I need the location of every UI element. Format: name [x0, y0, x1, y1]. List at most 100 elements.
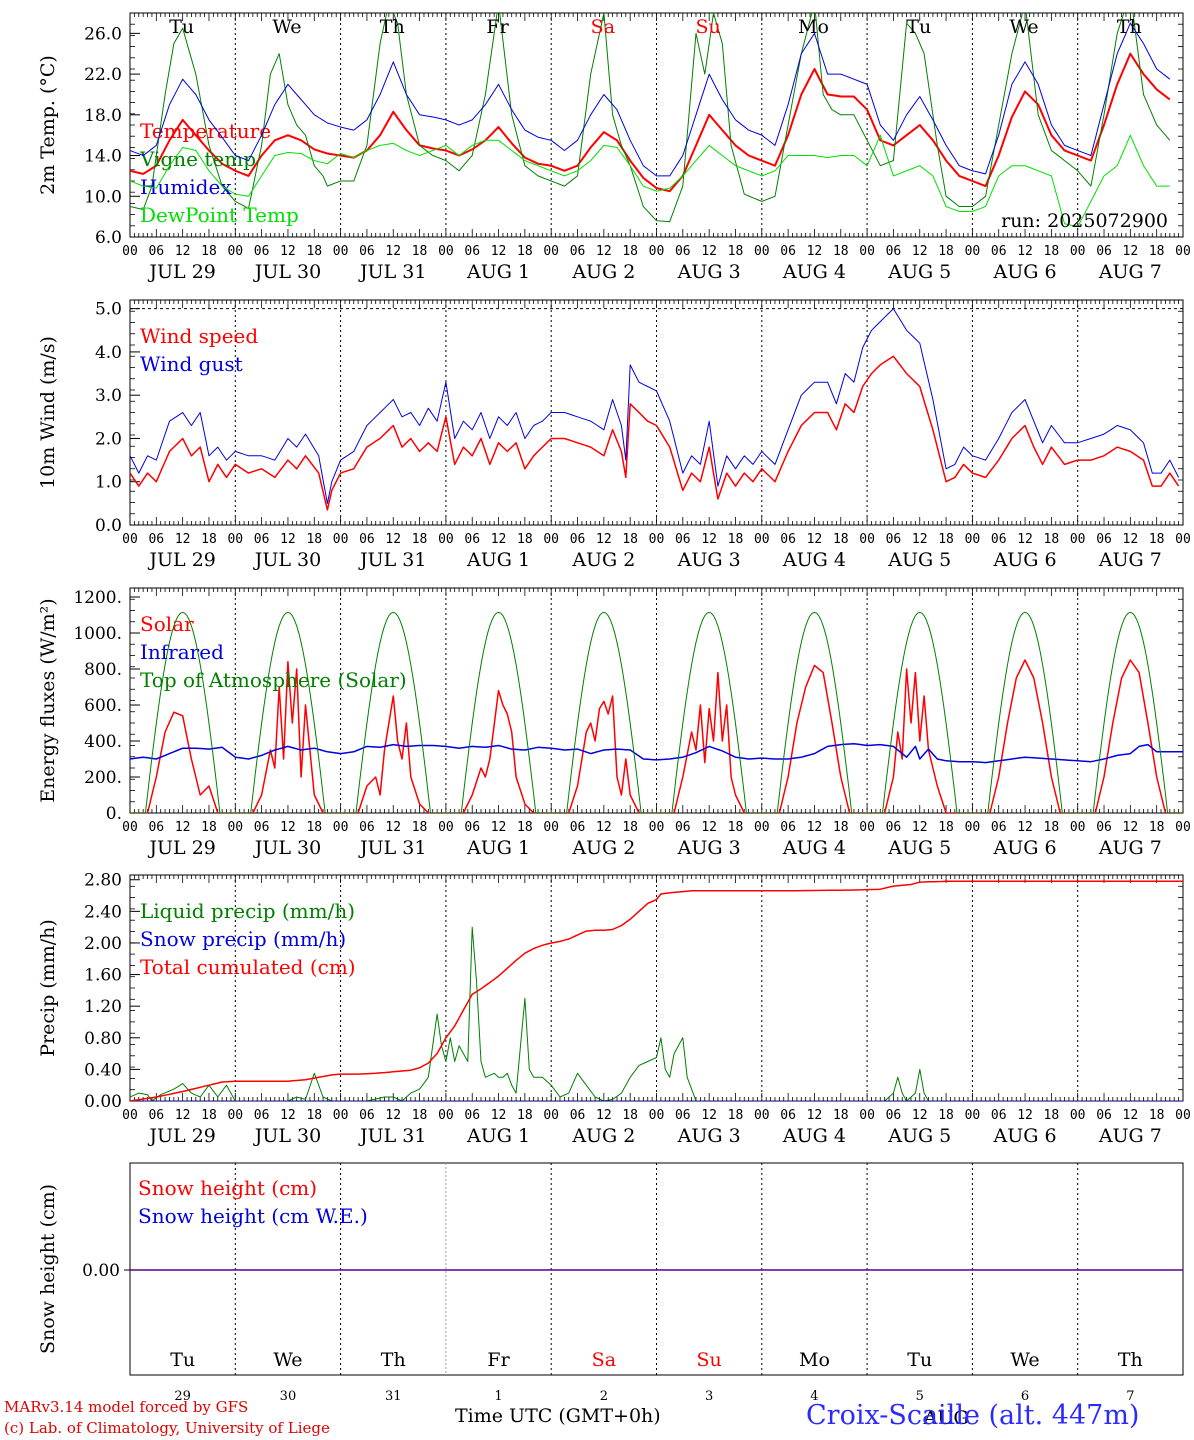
hour-tick-label: 12: [280, 1108, 296, 1123]
hour-tick-label: 00: [227, 244, 243, 259]
hour-tick-label: 12: [385, 1108, 401, 1123]
y-tick-label: 4.0: [95, 343, 122, 363]
series-liquid-precip-mm-h: [130, 926, 1183, 1101]
date-label: JUL 29: [147, 261, 215, 283]
y-tick-label: 2.00: [84, 934, 122, 954]
panel-3: 0. 200. 400. 600. 800. 1000. 1200. 00 06 12 18 JUL …: [37, 587, 1191, 859]
date-label: JUL 31: [358, 549, 426, 571]
weekday-label: Tu: [907, 1349, 932, 1371]
y-tick-label: 26.0: [84, 24, 122, 44]
series-solar: [130, 659, 1183, 813]
hour-tick-label: 12: [596, 244, 612, 259]
legend-entry: Total cumulated (cm): [140, 955, 356, 979]
y-tick-label: 800.: [84, 660, 122, 680]
hour-tick-label: 00: [122, 244, 138, 259]
day-number-label: 7: [1126, 1389, 1134, 1404]
date-label: AUG 2: [571, 261, 635, 283]
hour-tick-label: 06: [464, 244, 480, 259]
hour-tick-label: 06: [675, 1108, 691, 1123]
hour-tick-label: 00: [859, 244, 875, 259]
hour-tick-label: 06: [675, 820, 691, 835]
hour-tick-label: 18: [201, 532, 217, 547]
hour-tick-label: 00: [438, 1108, 454, 1123]
hour-tick-label: 18: [833, 820, 849, 835]
hour-tick-label: 12: [912, 1108, 928, 1123]
hour-tick-label: 06: [991, 1108, 1007, 1123]
hour-tick-label: 06: [570, 532, 586, 547]
hour-tick-label: 12: [280, 820, 296, 835]
hour-tick-label: 06: [780, 1108, 796, 1123]
hour-tick-label: 12: [491, 244, 507, 259]
hour-tick-label: 12: [807, 820, 823, 835]
weekday-label: Th: [1117, 16, 1142, 38]
legend-entry: Top of Atmosphere (Solar): [140, 668, 407, 692]
y-tick-label: 1000.: [73, 624, 122, 644]
date-label: AUG 5: [887, 549, 951, 571]
hour-tick-label: 12: [1017, 1108, 1033, 1123]
hour-tick-label: 00: [227, 532, 243, 547]
y-tick-label: 2.0: [95, 429, 122, 449]
date-label: AUG 5: [887, 837, 951, 859]
y-tick-label: 0.40: [84, 1060, 122, 1080]
legend-entry: Snow height (cm): [138, 1176, 317, 1200]
hour-tick-label: 18: [1149, 244, 1165, 259]
date-label: AUG 4: [782, 261, 846, 283]
y-tick-label: 2.40: [84, 902, 122, 922]
hour-tick-label: 06: [464, 820, 480, 835]
weekday-label: Mo: [799, 1349, 830, 1371]
day-number-label: 4: [810, 1389, 818, 1404]
date-label: JUL 31: [358, 1125, 426, 1147]
y-tick-label: 0.0: [95, 516, 122, 536]
date-label: AUG 3: [677, 1125, 741, 1147]
hour-tick-label: 18: [938, 820, 954, 835]
month-label: AUG: [923, 1407, 969, 1429]
day-number-label: 3: [705, 1389, 713, 1404]
date-label: JUL 30: [253, 1125, 321, 1147]
hour-tick-label: 00: [438, 820, 454, 835]
series-top-of-atmosphere-solar: [130, 611, 1183, 813]
hour-tick-label: 18: [412, 1108, 428, 1123]
hour-tick-label: 00: [333, 1108, 349, 1123]
legend-entry: Liquid precip (mm/h): [140, 899, 355, 923]
date-label: AUG 3: [677, 837, 741, 859]
hour-tick-label: 18: [517, 820, 533, 835]
y-tick-label: 0.00: [84, 1092, 122, 1112]
hour-tick-label: 18: [1149, 532, 1165, 547]
legend-entry: Snow height (cm W.E.): [138, 1204, 368, 1228]
hour-tick-label: 18: [728, 244, 744, 259]
hour-tick-label: 00: [122, 820, 138, 835]
hour-tick-label: 00: [333, 244, 349, 259]
date-label: JUL 29: [147, 549, 215, 571]
date-label: AUG 6: [993, 549, 1057, 571]
hour-tick-label: 06: [254, 820, 270, 835]
hour-tick-label: 00: [1175, 820, 1191, 835]
y-tick-label: 3.0: [95, 386, 122, 406]
hour-tick-label: 06: [570, 1108, 586, 1123]
y-axis-label: Energy fluxes (W/m²): [37, 598, 59, 802]
date-label: AUG 2: [571, 1125, 635, 1147]
hour-tick-label: 12: [1017, 244, 1033, 259]
hour-tick-label: 12: [175, 244, 191, 259]
panel-1: 6.0 10.0 14.0 18.0 22.0 26.0 00 06 12 18 JUL 29 00 0…: [37, 12, 1191, 283]
hour-tick-label: 06: [359, 532, 375, 547]
date-label: AUG 3: [677, 549, 741, 571]
weekday-label: Tu: [906, 16, 931, 38]
date-label: AUG 6: [993, 1125, 1057, 1147]
y-tick-label: 1.0: [95, 473, 122, 493]
hour-tick-label: 06: [148, 1108, 164, 1123]
hour-tick-label: 12: [491, 532, 507, 547]
legend-entry: Snow precip (mm/h): [140, 927, 346, 951]
panel-2: 0.0 1.0 2.0 3.0 4.0 5.0 00 06 12 18 JUL 29 00 06 12 18…: [37, 299, 1191, 571]
hour-tick-label: 18: [201, 1108, 217, 1123]
hour-tick-label: 12: [1017, 532, 1033, 547]
hour-tick-label: 18: [1044, 244, 1060, 259]
hour-tick-label: 12: [1123, 1108, 1139, 1123]
y-tick-label: 0.: [106, 804, 122, 824]
hour-tick-label: 00: [438, 244, 454, 259]
y-tick-label: 1.60: [84, 966, 122, 986]
hour-tick-label: 18: [201, 820, 217, 835]
weekday-label: We: [272, 16, 301, 38]
weekday-label: Th: [381, 1349, 406, 1371]
date-label: AUG 4: [782, 837, 846, 859]
panel-4: 0.00 0.40 0.80 1.20 1.60 2.00 2.40 2.80 00 06 12 18…: [37, 871, 1191, 1147]
